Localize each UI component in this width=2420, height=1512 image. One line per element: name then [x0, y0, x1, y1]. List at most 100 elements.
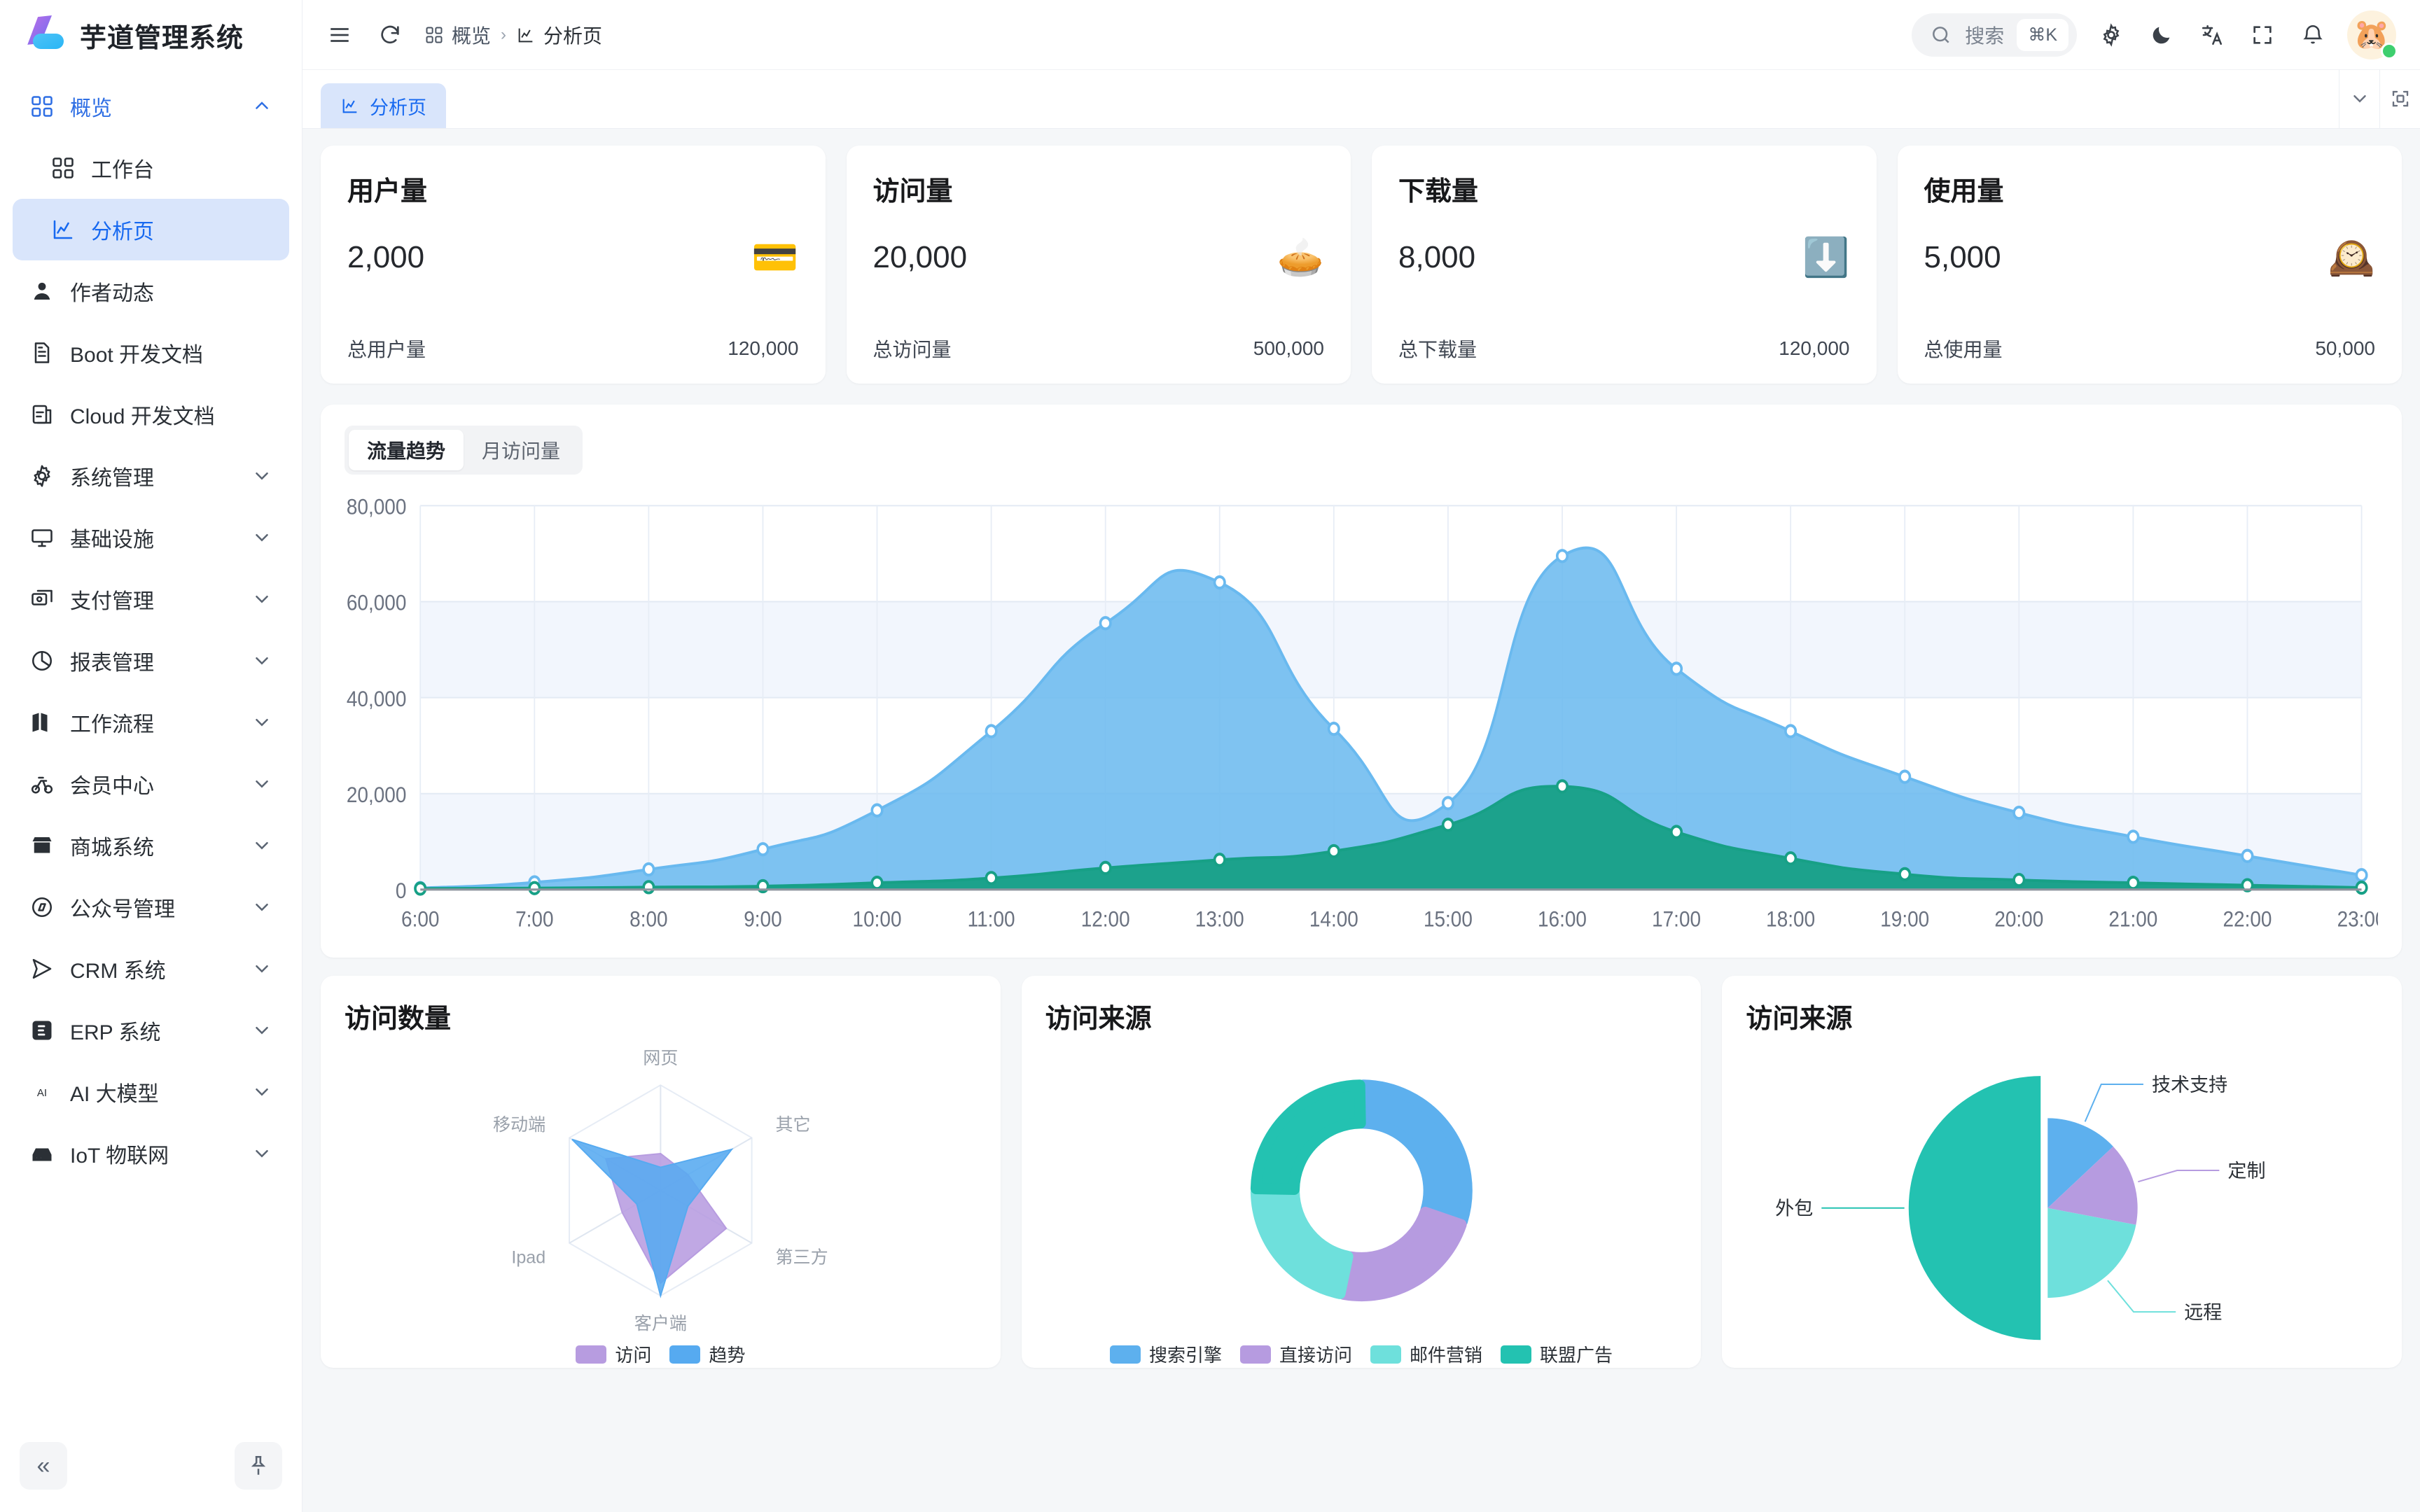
sidebar-item-9[interactable]: 报表管理 [13, 630, 289, 692]
sidebar-item-label: 概览 [70, 97, 112, 120]
sidebar-item-label: 工作台 [91, 159, 154, 182]
compass-icon [32, 897, 53, 918]
sidebar-item-4[interactable]: Boot 开发文档 [13, 322, 289, 384]
sidebar-pin-button[interactable] [235, 1442, 282, 1490]
sidebar-collapse-button[interactable]: « [20, 1442, 67, 1490]
sidebar-item-label: 报表管理 [70, 652, 154, 675]
sidebar-item-label: 商城系统 [70, 836, 154, 860]
svg-text:AI: AI [37, 1087, 47, 1099]
sidebar-item-arrow[interactable] [250, 464, 274, 488]
sidebar-item-8[interactable]: 支付管理 [13, 568, 289, 630]
stat-value: 5,000 [1924, 240, 2001, 274]
settings-gear-icon[interactable] [2095, 19, 2127, 51]
compass-icon [28, 893, 56, 921]
trend-tab-monthly[interactable]: 月访问量 [482, 440, 561, 462]
stat-footer: 总下载量 120,000 [1398, 335, 1850, 363]
dark-mode-moon-icon[interactable] [2146, 19, 2178, 51]
chevron-down-icon [256, 1088, 268, 1096]
chevron-up-icon [256, 102, 268, 109]
sidebar-item-arrow[interactable] [250, 834, 274, 858]
sidebar-item-label: CRM 系统 [70, 960, 166, 983]
sidebar-item-5[interactable]: Cloud 开发文档 [13, 384, 289, 445]
sidebar-item-2[interactable]: 分析页 [13, 199, 289, 260]
chevron-down-icon [256, 842, 268, 850]
sidebar-item-15[interactable]: ERP 系统 [13, 1000, 289, 1061]
sidebar-item-0[interactable]: 概览 [13, 76, 289, 137]
gear-icon [34, 465, 50, 487]
sidebar-item-arrow[interactable] [250, 772, 274, 796]
avatar[interactable]: 🐹 [2347, 10, 2398, 59]
sidebar-item-label: AI 大模型 [70, 1083, 159, 1106]
brand[interactable]: 芋道管理系统 [0, 0, 302, 70]
search-input[interactable]: 搜索 ⌘K [1912, 13, 2077, 57]
stat-foot-value: 120,000 [728, 337, 799, 359]
sidebar-item-arrow[interactable] [250, 1018, 274, 1042]
refresh-icon[interactable] [374, 19, 406, 51]
sidebar-item-arrow[interactable] [250, 526, 274, 550]
donut-card: 访问来源 搜索引擎 直接访问 邮件营销 联盟广告 [1021, 976, 1702, 1368]
sidebar-item-label: 会员中心 [70, 775, 154, 798]
clock-icon: 🕰️ [2328, 237, 2375, 279]
server-icon [28, 1140, 56, 1168]
sidebar-item-label: ERP 系统 [70, 1021, 161, 1044]
user-icon [28, 277, 56, 305]
sidebar-item-arrow[interactable] [250, 895, 274, 919]
trend-tab-group: 流量趋势 月访问量 [345, 426, 583, 475]
language-translate-icon[interactable] [2196, 19, 2228, 51]
sidebar-item-label: 系统管理 [70, 467, 154, 490]
sidebar-item-arrow[interactable] [250, 587, 274, 611]
breadcrumb-item-current: 分析页 [516, 21, 602, 49]
sidebar-item-arrow[interactable] [250, 94, 274, 118]
sidebar-item-6[interactable]: 系统管理 [13, 445, 289, 507]
breadcrumb-item-parent[interactable]: 概览 [424, 21, 491, 49]
svg-text:13:00: 13:00 [1195, 907, 1244, 932]
main-area: 概览 › 分析页 搜索 ⌘K [302, 0, 2420, 1512]
hamburger-icon[interactable] [324, 19, 356, 51]
svg-text:0: 0 [396, 879, 407, 904]
sidebar-item-3[interactable]: 作者动态 [13, 260, 289, 322]
legend-item[interactable]: 邮件营销 [1370, 1341, 1482, 1367]
stat-foot-value: 120,000 [1779, 337, 1850, 359]
legend-item[interactable]: 访问 [576, 1341, 651, 1367]
sidebar-item-7[interactable]: 基础设施 [13, 507, 289, 568]
sidebar-item-arrow[interactable] [250, 710, 274, 734]
svg-text:Ipad: Ipad [511, 1247, 545, 1267]
sidebar-item-13[interactable]: 公众号管理 [13, 876, 289, 938]
legend-item[interactable]: 联盟广告 [1501, 1341, 1613, 1367]
copy-document-icon [32, 405, 52, 424]
tab-maximize-button[interactable] [2379, 69, 2420, 128]
radar-chart: 网页 其它 第三方 客户端 Ipad 移动端 [345, 1040, 977, 1341]
sidebar-item-16[interactable]: AI AI 大模型 [13, 1061, 289, 1123]
legend-item[interactable]: 直接访问 [1239, 1341, 1352, 1367]
sidebar-item-arrow[interactable] [250, 957, 274, 981]
legend-item[interactable]: 搜索引擎 [1109, 1341, 1222, 1367]
sidebar-item-arrow[interactable] [250, 1142, 274, 1166]
sidebar-item-11[interactable]: 会员中心 [13, 753, 289, 815]
tab-analysis[interactable]: 分析页 [321, 83, 446, 128]
chevron-down-icon [256, 657, 268, 665]
legend-item[interactable]: 趋势 [669, 1341, 745, 1367]
sidebar-item-12[interactable]: 商城系统 [13, 815, 289, 876]
donut-chart [1045, 1040, 1678, 1341]
svg-text:20:00: 20:00 [1994, 907, 2043, 932]
notifications-bell-icon[interactable] [2297, 19, 2329, 51]
sidebar-item-14[interactable]: CRM 系统 [13, 938, 289, 1000]
svg-text:15:00: 15:00 [1424, 907, 1473, 932]
sidebar-item-17[interactable]: IoT 物联网 [13, 1123, 289, 1184]
sidebar-item-1[interactable]: 工作台 [13, 137, 289, 199]
sidebar-item-10[interactable]: 工作流程 [13, 692, 289, 753]
sidebar-item-arrow[interactable] [250, 649, 274, 673]
flow-icon [28, 708, 56, 736]
tab-dropdown-button[interactable] [2339, 69, 2379, 128]
chevron-down-icon [256, 904, 268, 911]
sidebar-item-arrow[interactable] [250, 1080, 274, 1104]
trend-tab-traffic[interactable]: 流量趋势 [349, 430, 464, 470]
svg-text:19:00: 19:00 [1880, 907, 1929, 932]
fullscreen-icon[interactable] [2246, 19, 2279, 51]
topbar: 概览 › 分析页 搜索 ⌘K [302, 0, 2420, 70]
svg-text:16:00: 16:00 [1538, 907, 1587, 932]
server-icon [32, 1148, 52, 1161]
legend-swatch [669, 1345, 701, 1364]
svg-text:10:00: 10:00 [853, 907, 902, 932]
chevron-down-icon [256, 472, 268, 480]
